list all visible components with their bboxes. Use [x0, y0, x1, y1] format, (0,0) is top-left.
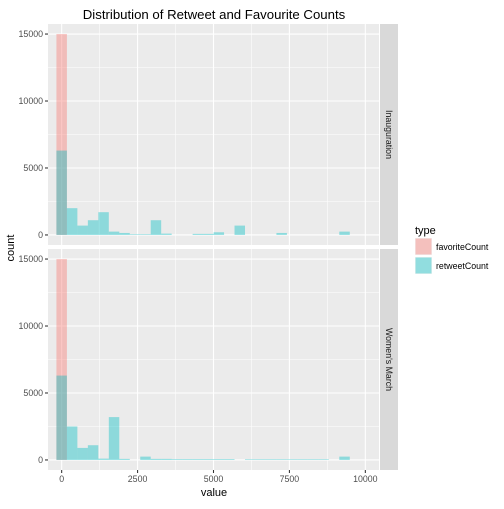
histogram-bar-retweetCount	[213, 232, 225, 235]
histogram-bar-retweetCount	[129, 234, 141, 235]
histogram-bar-retweetCount	[318, 459, 329, 460]
facet-strip	[380, 24, 398, 245]
histogram-bar-retweetCount	[276, 459, 287, 460]
histogram-bar-retweetCount	[297, 459, 308, 460]
y-axis-title: count	[5, 235, 17, 262]
histogram-bar-retweetCount	[108, 417, 120, 460]
chart-title: Distribution of Retweet and Favourite Co…	[83, 7, 346, 22]
x-tick-label: 2500	[128, 474, 148, 484]
series-retweetCount	[56, 375, 350, 460]
histogram-bar-retweetCount	[255, 459, 266, 460]
histogram-bar-retweetCount	[339, 456, 350, 460]
histogram-bar-retweetCount	[77, 447, 88, 460]
histogram-bar-retweetCount	[108, 231, 120, 235]
histogram-bar-retweetCount	[119, 458, 130, 460]
histogram-bar-retweetCount	[161, 458, 172, 460]
y-tick-label: 15000	[19, 254, 44, 264]
y-tick-label: 5000	[23, 163, 43, 173]
series-retweetCount	[56, 150, 350, 235]
histogram-bar-retweetCount	[77, 225, 88, 235]
legend-title: type	[415, 225, 436, 237]
histogram-bar-retweetCount	[182, 459, 193, 460]
histogram-bar-retweetCount	[307, 459, 319, 460]
y-tick-label: 5000	[23, 388, 43, 398]
series-favoriteCount	[56, 34, 67, 235]
x-tick-label: 7500	[280, 474, 300, 484]
legend-label: favoriteCount	[436, 242, 489, 252]
facet-panel: 0 5000 10000 15000 Inauguration	[19, 24, 398, 245]
histogram-bar-retweetCount	[286, 459, 298, 460]
y-tick-label: 0	[38, 455, 43, 465]
y-tick-label: 10000	[19, 321, 44, 331]
histogram-bar-retweetCount	[140, 456, 151, 460]
histogram-bar-retweetCount	[265, 459, 277, 460]
y-tick-label: 0	[38, 230, 43, 240]
facet-strip-label: Women's March	[384, 328, 394, 391]
y-tick-label: 15000	[19, 29, 44, 39]
histogram-bar-retweetCount	[171, 459, 183, 460]
histogram-bar-favoriteCount	[56, 259, 67, 460]
histogram-bar-retweetCount	[192, 233, 204, 235]
histogram-bar-retweetCount	[87, 445, 99, 460]
facet-panels: 0 5000 10000 15000 Inauguration 0 5000 10000 150…	[19, 24, 398, 484]
x-tick-label: 5000	[204, 474, 224, 484]
histogram-bar-retweetCount	[203, 459, 214, 460]
facet-panel: 0 5000 10000 15000 Women's March 0 2500 5000 750…	[19, 249, 398, 484]
histogram-bar-retweetCount	[56, 150, 67, 235]
histogram-bar-retweetCount	[234, 225, 246, 235]
x-tick-label: 10000	[353, 474, 378, 484]
histogram-bar-retweetCount	[224, 459, 235, 460]
x-tick-label: 0	[59, 474, 64, 484]
histogram-bar-retweetCount	[161, 233, 172, 235]
legend-swatch	[415, 257, 432, 274]
histogram-bar-retweetCount	[339, 231, 350, 235]
histogram-bar-retweetCount	[276, 232, 287, 235]
facet-strip-label: Inauguration	[384, 110, 394, 159]
legend-swatch	[415, 238, 432, 255]
histogram-bar-retweetCount	[150, 458, 162, 460]
histogram-bar-retweetCount	[213, 459, 225, 460]
legend-key-background	[415, 257, 432, 274]
x-axis-title: value	[201, 487, 227, 499]
histogram-bar-retweetCount	[192, 459, 204, 460]
histogram-bar-retweetCount	[87, 220, 99, 235]
series-favoriteCount	[56, 259, 67, 460]
histogram-bar-retweetCount	[150, 220, 162, 235]
histogram-bar-retweetCount	[98, 212, 109, 235]
histogram-bar-retweetCount	[66, 208, 78, 235]
histogram-bar-retweetCount	[245, 459, 256, 460]
legend-key-background	[415, 238, 432, 255]
histogram-bar-retweetCount	[98, 458, 109, 460]
histogram-bar-retweetCount	[119, 232, 130, 235]
histogram-bar-retweetCount	[140, 234, 151, 235]
facet-strip	[380, 249, 398, 470]
legend-label: retweetCount	[436, 261, 489, 271]
y-tick-label: 10000	[19, 96, 44, 106]
histogram-bar-retweetCount	[66, 426, 78, 460]
histogram-bar-retweetCount	[203, 233, 214, 235]
legend: type favoriteCount retweetCount	[415, 225, 489, 274]
histogram-bar-retweetCount	[56, 375, 67, 460]
histogram-bar-favoriteCount	[56, 34, 67, 235]
